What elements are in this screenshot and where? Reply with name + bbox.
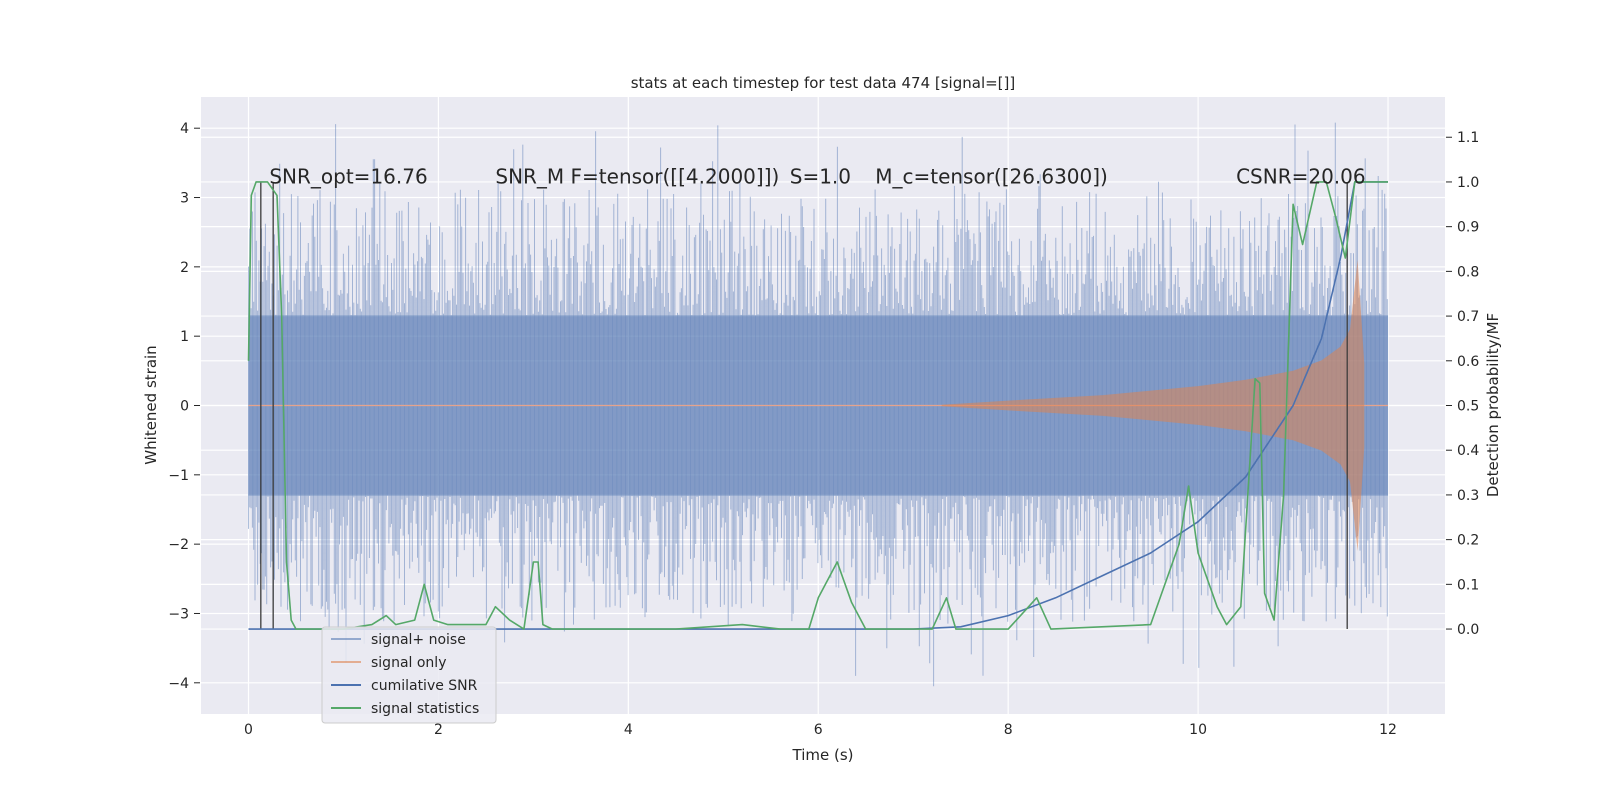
x-tick-label: 12: [1379, 722, 1397, 738]
legend-box: [321, 626, 497, 724]
x-tick-label: 2: [434, 722, 443, 738]
y2-tick-label: 0.3: [1457, 488, 1479, 504]
x-tick-label: 4: [624, 722, 633, 738]
legend: signal+ noise signal only cumilative SNR si…: [321, 626, 497, 724]
y2-tick-label: 0.9: [1457, 220, 1479, 236]
signal-only-series: [941, 259, 1365, 552]
legend-label: signal statistics: [371, 701, 479, 717]
signal-only-envelope: [941, 259, 1365, 552]
y2-tick-label: 0.0: [1457, 622, 1479, 638]
x-tick-label: 6: [814, 722, 823, 738]
y-tick-label: −1: [168, 468, 189, 484]
annotation-text: SNR_M F=tensor([[4.2000]]): [495, 165, 779, 189]
y2-tick-label: 0.2: [1457, 533, 1479, 549]
ticks: 0 2 4 6 8 10 12−4−3−2−1012340.00.10.20.30.40.5…: [168, 121, 1479, 738]
y-tick-label: 1: [180, 329, 189, 345]
x-tick-label: 8: [1004, 722, 1013, 738]
annotation-text: S=1.0: [790, 165, 851, 189]
y-tick-label: −4: [168, 676, 189, 692]
vertical-markers: [260, 181, 1348, 630]
y-tick-label: −3: [168, 606, 189, 622]
y-tick-label: 0: [180, 399, 189, 415]
y2-tick-label: 0.8: [1457, 264, 1479, 280]
cumilative-snr-line: [248, 181, 1388, 630]
y2-tick-label: 0.1: [1457, 577, 1479, 593]
y2-tick-label: 0.6: [1457, 354, 1479, 370]
annotation-text: SNR_opt=16.76: [269, 165, 427, 189]
y2-axis-label: Detection probability/MF: [1484, 313, 1502, 497]
legend-label: signal+ noise: [371, 632, 466, 648]
y-tick-label: 2: [180, 260, 189, 276]
annotation-text: M_c=tensor([26.6300]): [875, 165, 1108, 189]
y2-tick-label: 0.5: [1457, 399, 1479, 415]
y-tick-label: −2: [168, 537, 189, 553]
legend-label: signal only: [371, 655, 446, 671]
y-axis-label: Whitened strain: [142, 345, 160, 464]
y2-tick-label: 1.0: [1457, 175, 1479, 191]
y2-tick-label: 1.1: [1457, 130, 1479, 146]
noise-spikes: [248, 122, 1388, 687]
annotations: SNR_opt=16.76 SNR_M F=tensor([[4.2000]]) S…: [269, 165, 1365, 189]
x-axis-label: Time (s): [792, 746, 854, 764]
x-tick-label: 10: [1189, 722, 1207, 738]
y-tick-label: 3: [180, 191, 189, 207]
y2-tick-label: 0.7: [1457, 309, 1479, 325]
x-tick-label: 0: [244, 722, 253, 738]
y2-tick-label: 0.4: [1457, 443, 1479, 459]
annotation-text: CSNR=20.06: [1236, 165, 1366, 189]
chart-title: stats at each timestep for test data 474…: [631, 74, 1016, 92]
legend-label: cumilative SNR: [371, 678, 478, 694]
y-tick-label: 4: [180, 121, 189, 137]
